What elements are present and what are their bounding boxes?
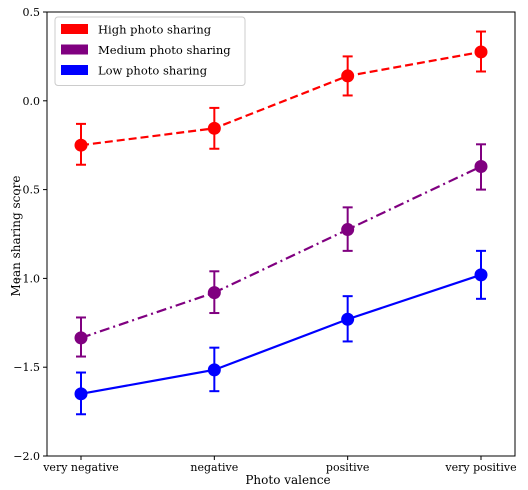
legend-label: High photo sharing <box>98 23 212 37</box>
series-group <box>74 143 488 358</box>
y-tick-label: −1.5 <box>13 361 40 374</box>
legend-label: Low photo sharing <box>98 64 208 78</box>
data-point <box>74 331 88 345</box>
y-tick-label: −2.0 <box>13 450 40 463</box>
data-point <box>207 363 221 377</box>
series-group <box>74 30 488 166</box>
y-tick-label: 0.0 <box>23 95 41 108</box>
data-point <box>207 286 221 300</box>
data-point <box>474 268 488 282</box>
x-tick-label: very positive <box>444 461 516 474</box>
legend-swatch <box>61 24 88 34</box>
series-line <box>80 165 482 339</box>
data-point <box>341 223 355 237</box>
data-point <box>74 138 88 152</box>
legend-label: Medium photo sharing <box>98 43 231 57</box>
data-point <box>74 387 88 401</box>
series-line <box>80 273 482 395</box>
data-point <box>474 45 488 59</box>
legend-box <box>54 16 246 86</box>
series-group <box>74 249 488 416</box>
data-point <box>474 160 488 174</box>
y-tick-label: −1.0 <box>13 272 40 285</box>
y-tick-label: −0.5 <box>13 184 40 197</box>
x-tick-label: very negative <box>42 461 119 474</box>
plot-frame <box>46 11 516 457</box>
data-point <box>341 69 355 83</box>
series-line <box>80 50 482 147</box>
x-tick-label: negative <box>190 461 238 474</box>
x-tick-label: positive <box>326 461 370 474</box>
legend-swatch <box>61 65 88 75</box>
y-tick-label: 0.5 <box>23 6 41 19</box>
plot-area: −2.0 −1.5 −1.0 −0.5 0.0 0.5 very negative negat… <box>13 6 516 474</box>
data-point <box>207 121 221 135</box>
data-point <box>341 312 355 326</box>
legend-swatch <box>61 44 88 55</box>
y-axis-label: Mean sharing score <box>9 176 23 297</box>
x-axis-label: Photo valence <box>245 473 330 487</box>
